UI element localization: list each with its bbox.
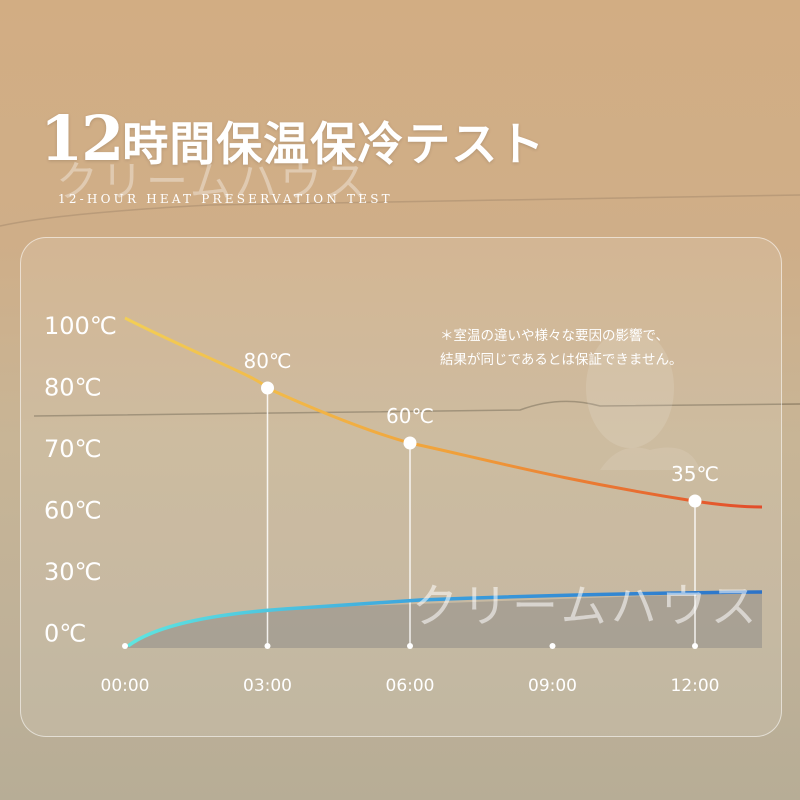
x-tick-dot [549,643,556,649]
x-tick-dot [264,643,271,649]
x-tick-label: 09:00 [528,676,577,696]
title-number: 12 [40,102,124,175]
data-label: 60℃ [386,404,434,428]
data-point [688,494,702,508]
cold-series-line [126,590,763,648]
x-tick-dot [122,643,128,649]
page-title: 12時間保温保冷テスト [40,102,545,175]
y-tick-label: 80℃ [44,374,102,402]
data-point [403,436,417,450]
y-tick-label: 60℃ [44,497,102,525]
watermark-top: クリームハウス [56,157,370,206]
title-text: 時間保温保冷テスト [122,117,546,171]
y-tick-label: 100℃ [44,312,117,340]
data-label: 80℃ [244,349,292,373]
watermark-chart: クリームハウス [412,579,761,633]
x-tick-label: 06:00 [386,676,435,696]
heat-series-line [124,316,763,509]
x-tick-label: 00:00 [101,676,150,696]
page-subtitle: 12-HOUR HEAT PRESERVATION TEST [58,192,393,206]
note-line-1: ＊室温の違いや様々な要因の影響で、 [440,328,669,344]
data-point [261,381,274,395]
x-tick-label: 12:00 [671,676,720,696]
chart-panel [20,237,782,737]
x-tick-dot [692,643,698,649]
disclaimer-note: ＊室温の違いや様々な要因の影響で、 結果が同じであるとは保証できません。 [440,324,780,372]
data-label: 35℃ [671,462,719,486]
x-tick-label: 03:00 [243,676,292,696]
cold-area-fill [125,592,762,648]
x-tick-dot [407,643,413,649]
y-tick-label: 70℃ [44,435,102,463]
y-tick-label: 30℃ [44,558,102,586]
note-line-2: 結果が同じであるとは保証できません。 [440,352,683,368]
y-tick-label: 0℃ [44,620,86,648]
